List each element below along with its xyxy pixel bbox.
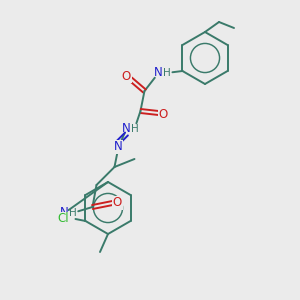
Text: N: N — [60, 206, 69, 220]
Text: O: O — [159, 107, 168, 121]
Text: H: H — [130, 124, 138, 134]
Text: H: H — [163, 68, 170, 78]
Text: N: N — [114, 140, 123, 154]
Text: N: N — [122, 122, 131, 136]
Text: O: O — [113, 196, 122, 209]
Text: H: H — [69, 208, 76, 218]
Text: N: N — [154, 67, 163, 80]
Text: Cl: Cl — [58, 212, 69, 226]
Text: O: O — [122, 70, 131, 83]
